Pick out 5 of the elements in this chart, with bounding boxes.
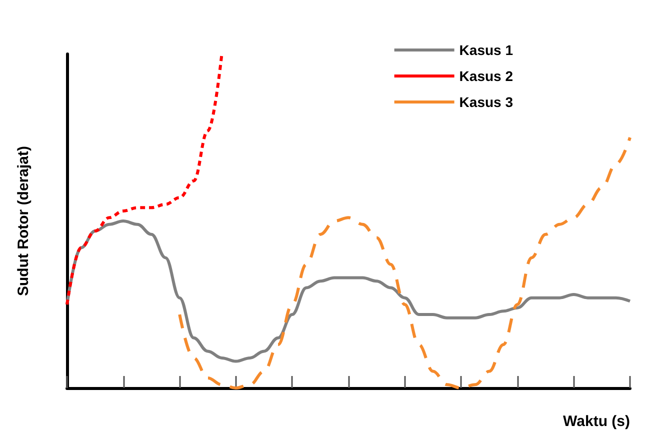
y-axis-title: Sudut Rotor (derajat): [15, 146, 32, 296]
legend-label: Kasus 1: [459, 42, 514, 58]
x-axis-title: Waktu (s): [563, 413, 630, 430]
legend-label: Kasus 3: [459, 94, 514, 110]
legend-label: Kasus 2: [459, 68, 514, 84]
